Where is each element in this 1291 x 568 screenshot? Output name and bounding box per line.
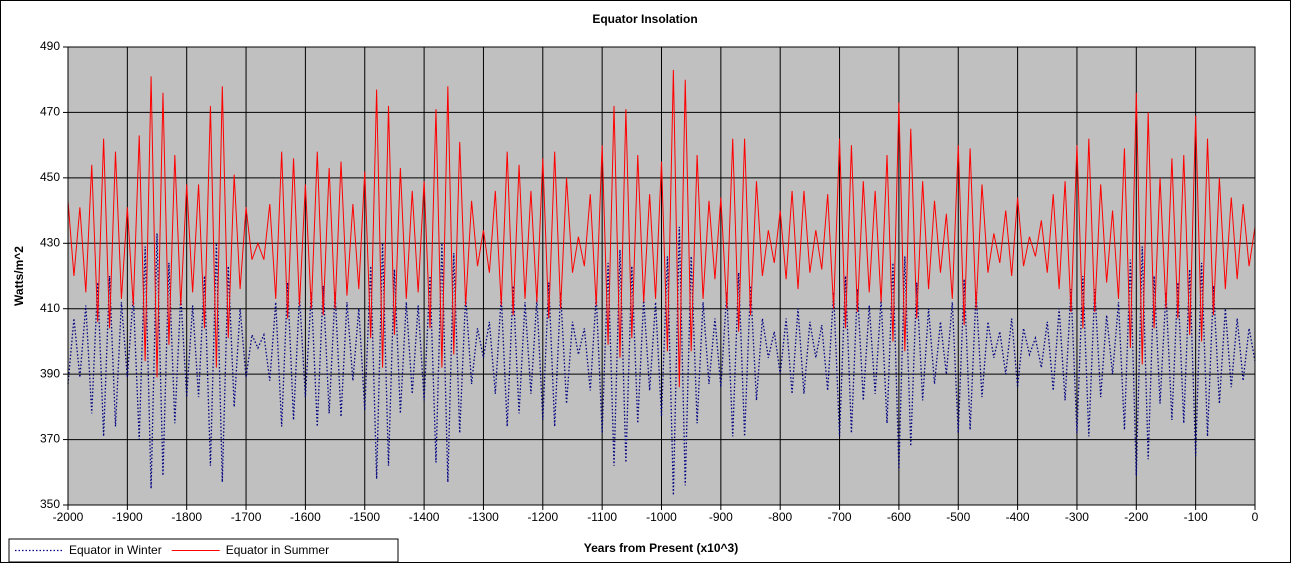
x-tick-label: -100 bbox=[1184, 510, 1208, 524]
x-tick-label: -1600 bbox=[290, 510, 321, 524]
x-tick-label: -1500 bbox=[349, 510, 380, 524]
y-tick-label: 490 bbox=[40, 39, 60, 53]
x-tick-label: -200 bbox=[1124, 510, 1148, 524]
y-tick-label: 450 bbox=[40, 170, 60, 184]
x-tick-label: -900 bbox=[709, 510, 733, 524]
x-tick-label: -300 bbox=[1065, 510, 1089, 524]
x-tick-label: -400 bbox=[1006, 510, 1030, 524]
x-axis-label: Years from Present (x10^3) bbox=[584, 541, 738, 555]
x-tick-label: -1300 bbox=[468, 510, 499, 524]
series-line bbox=[67, 69, 1256, 388]
x-tick-label: -500 bbox=[946, 510, 970, 524]
x-tick-label: -1800 bbox=[171, 510, 202, 524]
legend-label: Equator in Summer bbox=[226, 543, 329, 557]
y-tick-label: 370 bbox=[40, 432, 60, 446]
x-tick-label: -1200 bbox=[527, 510, 558, 524]
y-tick-label: 470 bbox=[40, 105, 60, 119]
x-tick-label: -1000 bbox=[646, 510, 677, 524]
x-tick-label: -2000 bbox=[53, 510, 84, 524]
legend: Equator in Winter Equator in Summer bbox=[8, 538, 399, 563]
y-tick-label: 430 bbox=[40, 235, 60, 249]
series-line bbox=[67, 226, 1256, 496]
y-tick-label: 410 bbox=[40, 301, 60, 315]
chart-title: Equator Insolation bbox=[592, 12, 697, 26]
plot-border bbox=[67, 46, 1256, 506]
y-axis-label: Watts/m^2 bbox=[12, 246, 26, 306]
x-tick-label: -1400 bbox=[409, 510, 440, 524]
x-tick-label: -700 bbox=[828, 510, 852, 524]
x-tick-label: -1100 bbox=[587, 510, 617, 524]
x-tick-label: -800 bbox=[768, 510, 792, 524]
y-tick-label: 390 bbox=[40, 366, 60, 380]
x-tick-label: 0 bbox=[1252, 510, 1259, 524]
y-tick-label: 350 bbox=[40, 497, 60, 511]
x-tick-label: -1900 bbox=[112, 510, 143, 524]
x-tick-label: -600 bbox=[887, 510, 911, 524]
legend-label: Equator in Winter bbox=[69, 543, 162, 557]
x-tick-label: -1700 bbox=[231, 510, 262, 524]
